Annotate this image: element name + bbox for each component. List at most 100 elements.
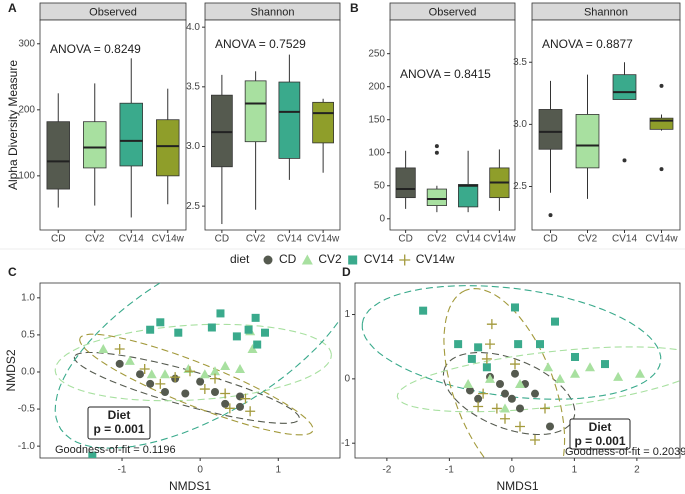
point — [478, 388, 489, 399]
y-axis-label: NMDS2 — [4, 349, 18, 391]
point — [474, 343, 483, 352]
strip-title: Shannon — [250, 6, 294, 18]
point — [220, 388, 231, 399]
annotation: ANOVA = 0.8249 — [50, 42, 141, 56]
point — [543, 362, 554, 372]
x-tick-label: CV2 — [427, 234, 447, 245]
point — [500, 413, 510, 424]
stat-box — [569, 418, 631, 450]
outlier — [434, 150, 439, 155]
point — [199, 369, 210, 379]
point — [511, 303, 519, 312]
outlier — [659, 83, 664, 88]
point — [247, 343, 258, 353]
box — [46, 121, 70, 190]
point — [210, 373, 220, 384]
point — [232, 332, 241, 341]
point — [160, 369, 170, 379]
y-tick-label: 200 — [368, 81, 385, 92]
stat-p: p = 0.001 — [574, 434, 625, 448]
x-tick-label: CV2 — [578, 234, 598, 245]
point — [161, 388, 169, 397]
point — [115, 359, 124, 368]
annotation: ANOVA = 0.8415 — [400, 67, 491, 81]
y-tick-label: 2.5 — [513, 181, 527, 192]
point — [510, 359, 520, 370]
point — [613, 371, 624, 381]
y-tick-label: 3.0 — [513, 119, 527, 130]
point — [536, 340, 544, 349]
x-tick-label: CV14w — [483, 234, 516, 245]
point — [496, 380, 504, 389]
point — [482, 363, 491, 372]
ellipse — [361, 285, 662, 400]
legend-label: CD — [279, 252, 297, 266]
x-tick-label: CV14 — [119, 234, 144, 245]
box — [278, 81, 301, 159]
y-tick-label: 150 — [368, 114, 385, 125]
point — [240, 393, 251, 404]
x-tick-label: CV2 — [246, 234, 266, 245]
y-tick-label: 1 — [344, 309, 350, 320]
outlier — [659, 167, 664, 172]
x-tick-label: CD — [543, 234, 557, 245]
x-tick-label: 1 — [276, 465, 282, 476]
stat-p: p = 0.001 — [93, 422, 144, 436]
point — [98, 343, 109, 353]
legend-marker — [263, 255, 273, 265]
y-tick-label: 2.5 — [186, 201, 200, 212]
box — [538, 109, 563, 150]
x-tick-label: -1 — [445, 465, 454, 476]
point — [551, 317, 559, 326]
y-tick-label: -1 — [341, 438, 350, 449]
x-tick-label: 2 — [634, 465, 640, 476]
point — [454, 340, 463, 349]
x-tick-label: CD — [51, 234, 65, 245]
point — [474, 394, 483, 403]
y-tick-label: -1.0 — [18, 441, 36, 452]
panel-label: C — [8, 265, 17, 279]
y-tick-label: -0.5 — [18, 404, 36, 415]
point — [571, 352, 579, 361]
goodness-of-fit: Goodness-of-fit = 0.1196 — [55, 444, 176, 456]
point — [515, 379, 525, 389]
box — [575, 114, 600, 169]
legend-label: CV14 — [364, 252, 394, 266]
point — [155, 378, 166, 389]
x-tick-label: -1 — [118, 465, 127, 476]
x-tick-label: CV14 — [456, 234, 481, 245]
point — [174, 328, 183, 337]
y-tick-label: 4.0 — [186, 22, 200, 33]
point — [221, 399, 230, 408]
point — [146, 379, 155, 388]
point — [473, 401, 484, 412]
point — [635, 368, 645, 378]
x-tick-label: 1 — [572, 465, 578, 476]
point — [486, 319, 497, 330]
point — [210, 366, 220, 376]
strip-title: Observed — [89, 6, 137, 18]
point — [199, 384, 210, 395]
point — [139, 364, 150, 375]
x-tick-label: 0 — [197, 465, 203, 476]
point — [531, 389, 539, 398]
point — [540, 403, 550, 414]
y-tick-label: 3.5 — [186, 81, 200, 92]
point — [181, 389, 190, 398]
x-tick-label: CV14 — [277, 234, 302, 245]
box — [426, 188, 447, 206]
point — [224, 403, 235, 414]
box — [612, 74, 637, 100]
legend-marker — [399, 254, 411, 266]
x-axis-label: NMDS1 — [496, 479, 538, 493]
plot-area — [389, 19, 516, 231]
point — [245, 406, 256, 417]
y-tick-label: 0.5 — [21, 330, 35, 341]
box — [395, 167, 416, 199]
stat-test: Diet — [589, 420, 612, 434]
point — [88, 451, 97, 458]
point — [196, 377, 205, 386]
point — [466, 386, 474, 395]
outlier — [548, 213, 553, 218]
box — [458, 184, 479, 208]
